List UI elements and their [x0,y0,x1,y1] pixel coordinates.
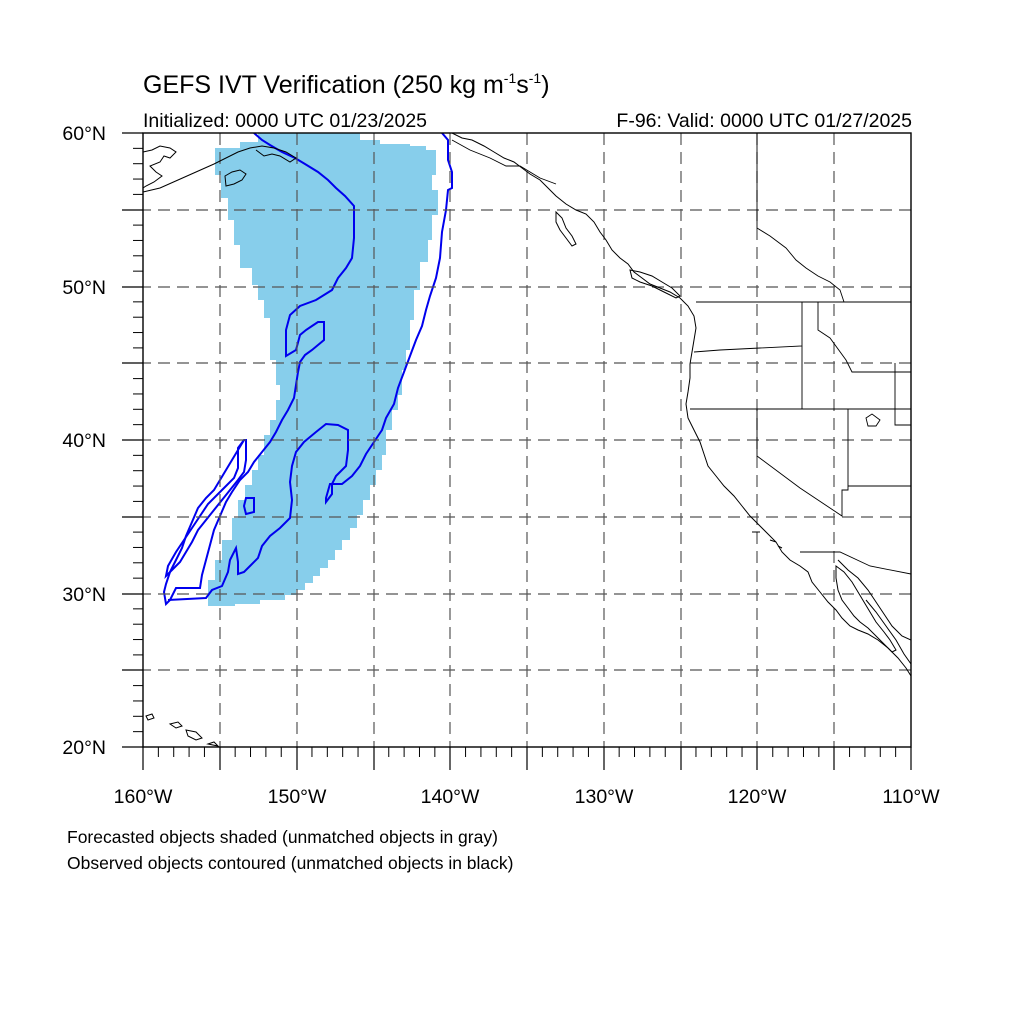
lat-label-40n: 40°N [62,430,106,452]
observed-small-object [242,497,255,516]
lon-ticks [142,747,912,770]
bc-alberta-border [756,227,845,303]
coastlines [143,133,911,747]
lon-label-130w: 130°W [574,786,634,808]
lat-label-20n: 20°N [62,737,106,759]
forecast-ivt-object [208,133,438,606]
haida-gwaii [555,210,577,247]
oregon-washington-border [693,302,803,353]
nevada-border [756,409,849,517]
graticule [143,133,911,747]
utah-border [848,363,911,487]
observed-note: Observed objects contoured (unmatched ob… [67,853,514,873]
hawaii-islands [145,713,220,747]
forecast-note: Forecasted objects shaded (unmatched obj… [67,827,498,847]
lon-label-160w: 160°W [113,786,173,808]
minor-lon-ticks [157,747,897,757]
alaska-coast [143,145,177,189]
valid-time-label: F-96: Valid: 0000 UTC 01/27/2025 [616,110,912,132]
lat-label-60n: 60°N [62,123,106,145]
initialized-label: Initialized: 0000 UTC 01/23/2025 [143,110,428,132]
great-salt-lake [865,413,881,427]
minor-lat-ticks [133,147,143,733]
lat-label-30n: 30°N [62,584,106,606]
lon-label-110w: 110°W [882,786,940,808]
lon-label-120w: 120°W [727,786,787,808]
idaho-border [801,302,911,409]
lat-ticks [122,132,143,748]
kodiak-island [224,169,247,187]
baja-california [835,565,897,653]
lon-label-150w: 150°W [267,786,327,808]
us-mexico-border [800,551,911,575]
observed-inner-loop [164,439,247,580]
channel-islands [752,531,783,549]
borders [451,133,911,575]
lat-label-50n: 50°N [62,277,106,299]
alaska-canada-border [451,139,557,185]
lakes [865,413,881,427]
chart-title: GEFS IVT Verification (250 kg m-1s-1) [143,70,550,99]
gulf-of-alaska-coast [451,133,911,677]
vancouver-island [629,269,681,299]
alaska-peninsula [143,145,297,193]
lon-label-140w: 140°W [420,786,480,808]
mainland-mexico [865,599,911,665]
gulf-of-california [837,559,911,641]
observed-main-object [162,133,355,607]
